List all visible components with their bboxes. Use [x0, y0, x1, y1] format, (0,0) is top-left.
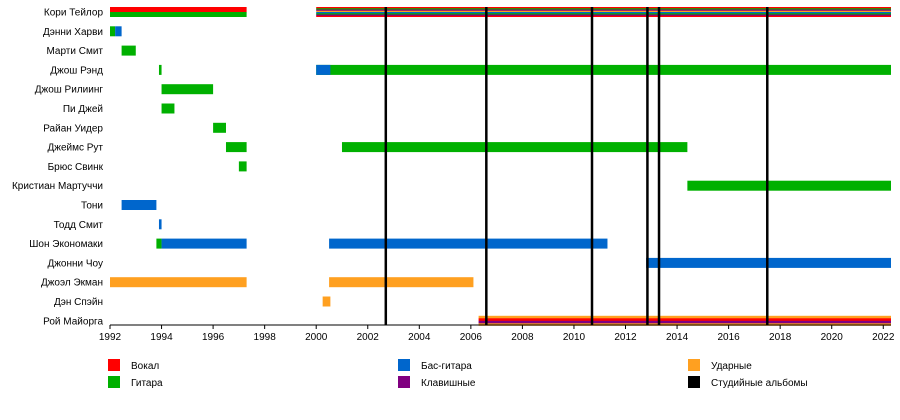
bar-дэнни-харви-1-guitar [110, 26, 116, 37]
bar-кори-тейлор-2-guitar [316, 8, 892, 10]
x-tick-label-2022: 2022 [872, 332, 895, 343]
member-label-6: Пи Джей [63, 104, 103, 115]
x-tick-label-1998: 1998 [254, 332, 277, 343]
bar-брюс-свинк-1-guitar [238, 161, 247, 172]
bar-шон-экономаки-1-guitar [156, 238, 162, 249]
member-label-11: Тони [81, 201, 103, 212]
member-label-3: Марти Смит [46, 46, 103, 57]
legend-swatch-guitar [108, 376, 120, 388]
x-tick-label-2020: 2020 [821, 332, 844, 343]
legend-swatch-albums [688, 376, 700, 388]
bar-рой-майорга-1-keys [478, 320, 891, 324]
bar-кори-тейлор-1-guitar [110, 12, 247, 17]
legend-swatch-vocals [108, 359, 120, 371]
member-label-15: Джоэл Экман [41, 278, 103, 289]
x-tick-label-2018: 2018 [769, 332, 792, 343]
bar-рой-майорга-1-drums [478, 315, 891, 319]
x-tick-label-1994: 1994 [150, 332, 173, 343]
bar-тони-1-bass [121, 200, 157, 210]
x-tick-label-2010: 2010 [563, 332, 586, 343]
bar-джош-рэнд-1-guitar [158, 64, 162, 75]
x-tick-label-2004: 2004 [408, 332, 431, 343]
bar-дэнни-харви-2-bass [115, 26, 122, 37]
bar-тодд-смит-1-bass [158, 219, 162, 230]
bar-шон-экономаки-2-bass [161, 238, 247, 249]
member-labels: Кори Тейлор Дэнни Харви Марти Смит Джош Рэн… [12, 8, 104, 328]
bar-джонни-чоу-1-bass [646, 257, 891, 268]
x-axis: 1992 1994 1996 1998 2000 2002 2004 2006 2008 2010… [99, 324, 895, 343]
bar-кори-тейлор-2-bass [316, 12, 892, 14]
member-label-9: Брюс Свинк [48, 162, 104, 173]
bar-джеймс-рут-1-guitar [225, 142, 247, 153]
bar-кори-тейлор-2-keys [316, 9, 892, 12]
x-tick-label-2016: 2016 [717, 332, 740, 343]
album-lines [384, 7, 769, 325]
bar-джоэл-экман-1-drums [110, 277, 247, 288]
bar-кори-тейлор-2-vocals [316, 7, 892, 9]
bar-райан-уидер-1-guitar [213, 122, 226, 133]
bar-кори-тейлор-1-vocals [110, 7, 247, 13]
x-tick-label-2008: 2008 [511, 332, 534, 343]
x-tick-label-2006: 2006 [460, 332, 483, 343]
legend-label-keys: Клавишные [421, 378, 476, 389]
member-label-1: Кори Тейлор [44, 8, 104, 19]
bar-джош-рэнд-3-bass [316, 64, 331, 75]
legend-label-bass: Бас-гитара [421, 361, 472, 372]
member-label-8: Джеймс Рут [47, 143, 103, 154]
member-label-7: Райан Уидер [43, 123, 103, 134]
bar-джоэл-экман-2-drums [329, 277, 474, 288]
member-label-12: Тодд Смит [54, 220, 104, 231]
x-tick-label-2012: 2012 [614, 332, 637, 343]
legend-label-vocals: Вокал [131, 361, 159, 372]
bar-кори-тейлор-2-vocals [316, 15, 892, 17]
bar-джош-рилиинг-1-guitar [161, 84, 214, 95]
x-tick-label-2002: 2002 [357, 332, 380, 343]
legend-label-drums: Ударные [711, 361, 752, 372]
legend-swatch-keys [398, 376, 410, 388]
bar-рой-майорга-1-vocals [478, 318, 891, 322]
member-bars [110, 7, 892, 326]
legend: Вокал Гитара Бас-гитара Клавишные Ударные Сту… [108, 359, 808, 389]
legend-label-guitar: Гитара [131, 378, 163, 389]
bar-джош-рэнд-2-guitar [316, 64, 892, 75]
member-label-10: Кристиан Мартуччи [12, 181, 103, 192]
legend-swatch-drums [688, 359, 700, 371]
bar-дэн-спэйн-1-drums [322, 296, 331, 307]
bar-кори-тейлор-2-drums [316, 10, 892, 13]
bar-джеймс-рут-2-guitar [341, 142, 688, 153]
bar-кори-тейлор-2-guitar [316, 13, 892, 15]
bar-марти-смит-1-guitar [121, 45, 136, 56]
member-label-14: Джонни Чоу [47, 258, 103, 269]
member-label-16: Дэн Спэйн [54, 297, 103, 308]
member-label-4: Джош Рэнд [50, 65, 103, 76]
x-tick-label-1992: 1992 [99, 332, 122, 343]
member-label-5: Джош Рилиинг [35, 85, 104, 96]
member-label-13: Шон Экономаки [29, 239, 103, 250]
x-tick-label-2014: 2014 [666, 332, 689, 343]
member-label-17: Рой Майорга [43, 316, 103, 327]
x-tick-label-1996: 1996 [202, 332, 225, 343]
bar-шон-экономаки-3-bass [329, 238, 608, 249]
member-label-2: Дэнни Харви [43, 27, 103, 38]
x-tick-label-2000: 2000 [305, 332, 328, 343]
bar-пи-джей-1-guitar [161, 103, 175, 114]
bar-кристиан-мартуччи-1-guitar [687, 180, 891, 191]
legend-label-albums: Студийные альбомы [711, 377, 808, 389]
legend-swatch-bass [398, 359, 410, 371]
bar-кори-тейлор-2-keys [316, 14, 892, 17]
